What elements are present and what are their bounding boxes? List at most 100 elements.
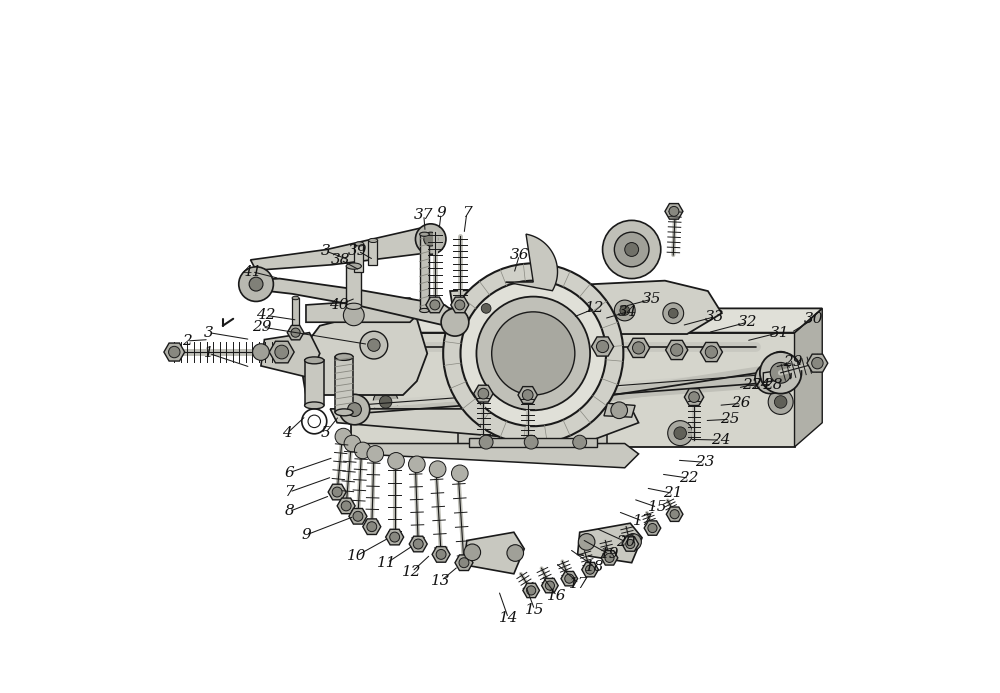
Polygon shape — [807, 354, 828, 372]
Circle shape — [670, 509, 679, 519]
Polygon shape — [561, 572, 578, 586]
Text: 3: 3 — [204, 326, 214, 340]
Circle shape — [413, 539, 423, 549]
Text: 7: 7 — [462, 207, 472, 220]
Circle shape — [774, 396, 787, 408]
Circle shape — [367, 446, 384, 462]
Circle shape — [705, 346, 717, 358]
Text: 6: 6 — [284, 466, 294, 480]
Polygon shape — [578, 523, 642, 563]
Circle shape — [339, 394, 370, 425]
Polygon shape — [269, 341, 294, 363]
Bar — [420, 234, 429, 310]
Text: 13: 13 — [431, 574, 451, 588]
Circle shape — [527, 586, 536, 595]
Circle shape — [415, 224, 446, 254]
Circle shape — [614, 232, 649, 267]
Text: 15: 15 — [525, 603, 544, 617]
Text: 5: 5 — [320, 426, 330, 440]
Polygon shape — [665, 204, 683, 219]
Text: 29: 29 — [253, 320, 272, 334]
Text: 14: 14 — [499, 611, 518, 625]
Polygon shape — [337, 498, 355, 514]
Circle shape — [409, 456, 425, 473]
Circle shape — [551, 301, 560, 311]
Circle shape — [596, 340, 609, 353]
Text: 11: 11 — [377, 556, 397, 570]
Circle shape — [332, 487, 342, 497]
Bar — [335, 357, 353, 412]
Text: 9: 9 — [436, 207, 446, 220]
Circle shape — [441, 308, 469, 336]
Circle shape — [373, 351, 398, 376]
Circle shape — [379, 396, 392, 408]
Polygon shape — [450, 281, 722, 334]
Circle shape — [429, 461, 446, 477]
Circle shape — [648, 523, 657, 533]
Polygon shape — [622, 537, 639, 551]
Circle shape — [460, 281, 606, 426]
Polygon shape — [469, 438, 597, 447]
Circle shape — [768, 351, 793, 376]
Text: 18: 18 — [585, 560, 605, 574]
Polygon shape — [601, 551, 618, 565]
Text: 19: 19 — [600, 547, 619, 561]
Circle shape — [507, 545, 524, 561]
Circle shape — [368, 339, 380, 351]
Polygon shape — [351, 333, 795, 447]
Polygon shape — [464, 532, 524, 574]
Text: 26: 26 — [731, 396, 751, 410]
Text: 31: 31 — [770, 326, 789, 340]
Polygon shape — [666, 340, 688, 360]
Polygon shape — [582, 563, 598, 577]
Circle shape — [341, 501, 351, 511]
Text: 15: 15 — [648, 500, 667, 514]
Bar — [346, 266, 361, 306]
Polygon shape — [700, 342, 722, 362]
Circle shape — [379, 358, 392, 370]
Circle shape — [625, 534, 641, 550]
Circle shape — [760, 352, 801, 394]
Polygon shape — [591, 337, 614, 356]
Text: 17: 17 — [633, 514, 653, 528]
Circle shape — [291, 328, 300, 337]
Polygon shape — [458, 423, 607, 447]
Text: 9: 9 — [301, 528, 311, 542]
Polygon shape — [409, 536, 427, 552]
Polygon shape — [330, 409, 639, 444]
Ellipse shape — [420, 232, 429, 236]
Circle shape — [481, 304, 491, 313]
Text: 10: 10 — [347, 549, 366, 563]
Circle shape — [763, 371, 777, 385]
Circle shape — [768, 389, 793, 414]
Polygon shape — [474, 385, 493, 402]
Bar — [354, 244, 363, 272]
Text: 7: 7 — [284, 485, 294, 499]
Text: 38: 38 — [331, 253, 350, 267]
Text: 29: 29 — [783, 356, 803, 369]
Circle shape — [668, 421, 693, 446]
Text: 12: 12 — [402, 565, 422, 579]
Bar — [305, 360, 324, 405]
Ellipse shape — [305, 402, 324, 409]
Bar — [292, 298, 299, 327]
Circle shape — [669, 207, 679, 216]
Ellipse shape — [346, 263, 361, 269]
Text: 8: 8 — [284, 505, 294, 518]
Polygon shape — [251, 227, 441, 270]
Ellipse shape — [369, 238, 378, 243]
Polygon shape — [261, 333, 320, 378]
Text: 16: 16 — [547, 589, 567, 603]
Circle shape — [239, 267, 273, 301]
Polygon shape — [426, 297, 444, 313]
Polygon shape — [306, 298, 424, 322]
Circle shape — [545, 296, 566, 317]
Circle shape — [671, 344, 683, 356]
Circle shape — [770, 362, 791, 383]
Text: 24: 24 — [752, 378, 771, 392]
Ellipse shape — [346, 304, 361, 309]
Text: 20: 20 — [616, 535, 636, 549]
Polygon shape — [455, 555, 473, 570]
Circle shape — [476, 298, 497, 319]
Circle shape — [620, 306, 630, 315]
